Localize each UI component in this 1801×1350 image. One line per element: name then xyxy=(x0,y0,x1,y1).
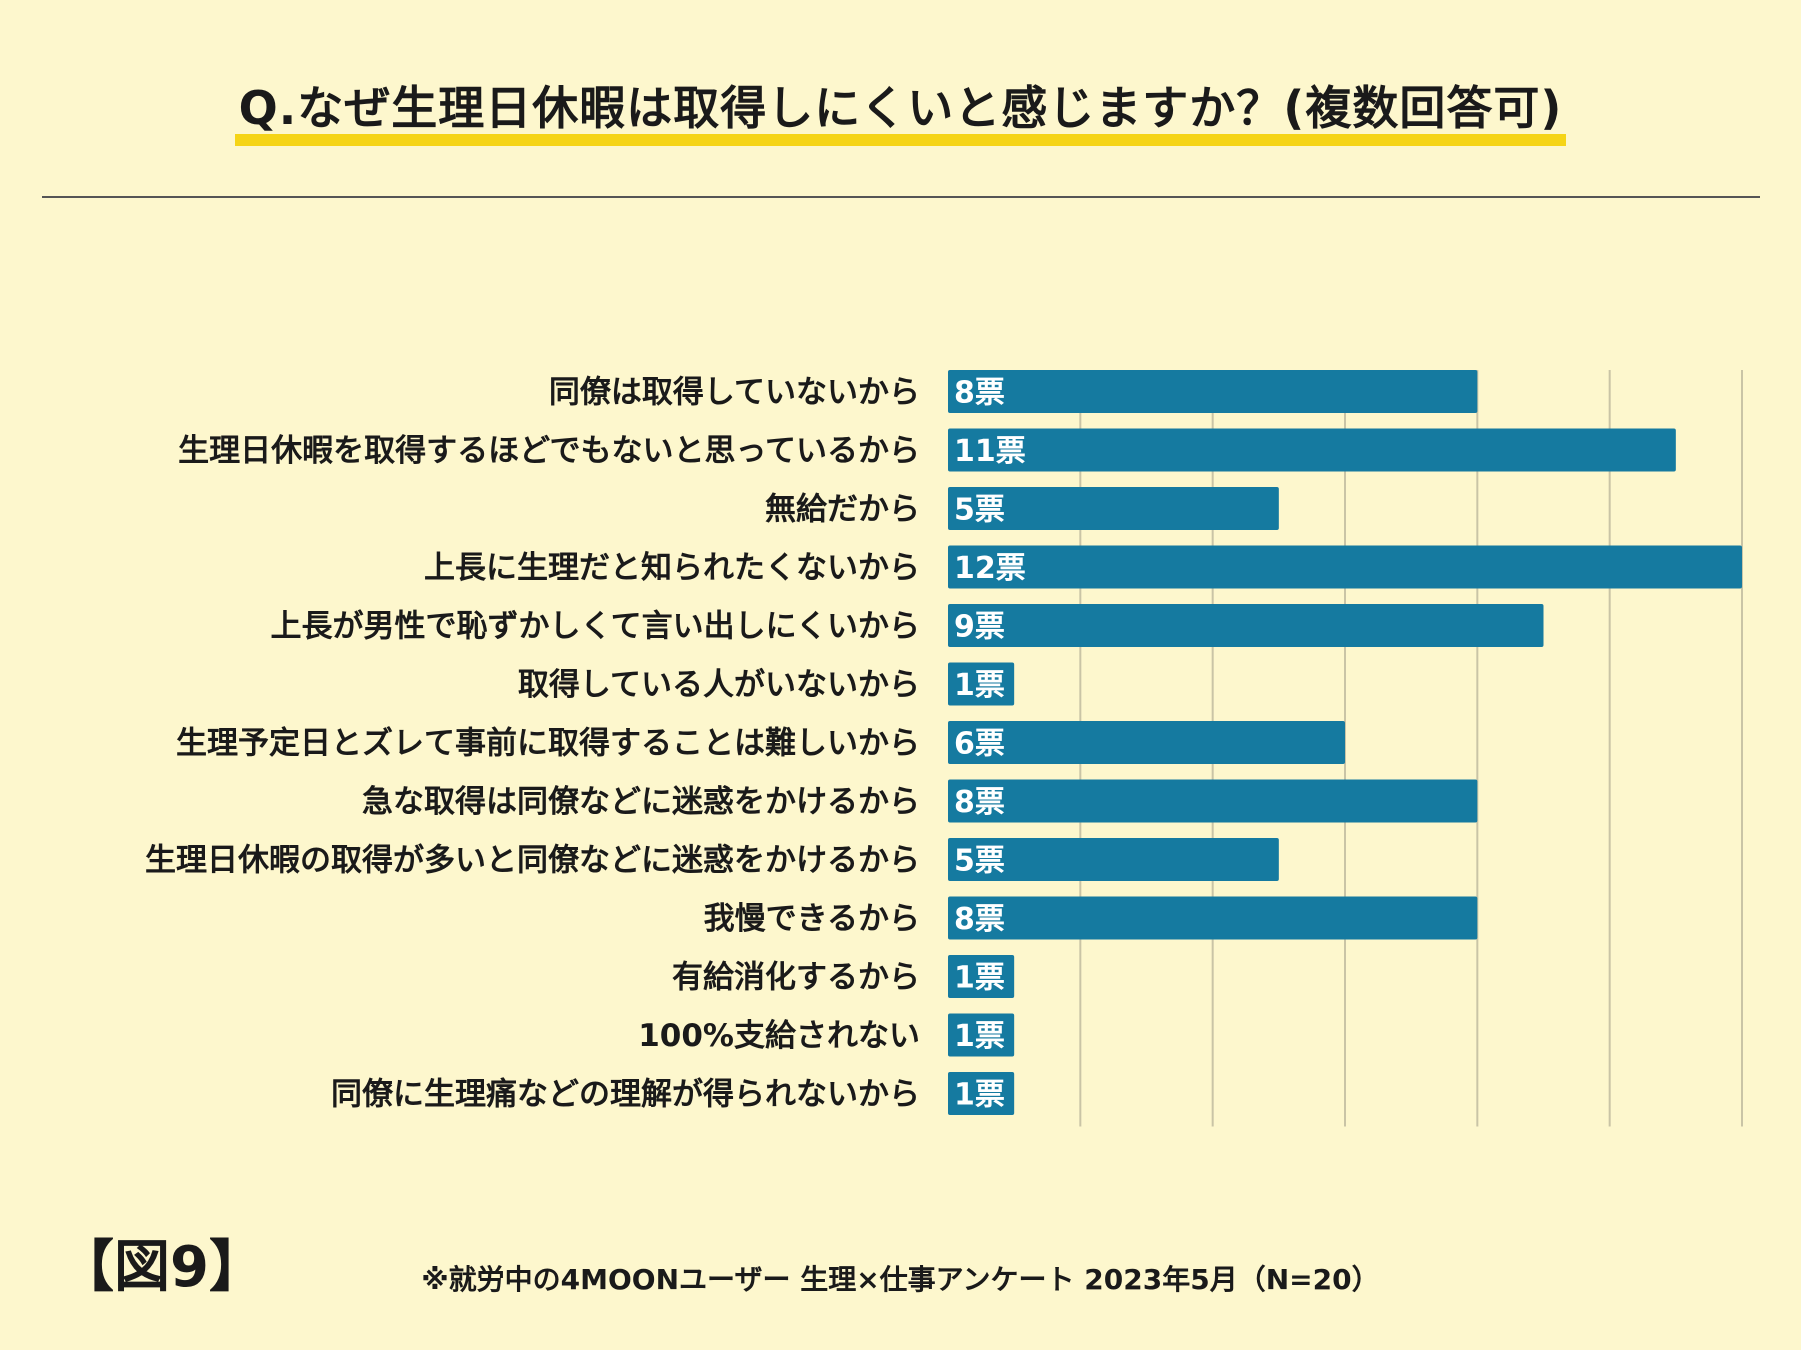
data-label-5: 9票 xyxy=(954,610,1005,645)
category-label-3: 無給だから xyxy=(765,492,920,528)
category-label-8: 急な取得は同僚などに迷惑をかけるから xyxy=(362,784,920,820)
category-label-9: 生理日休暇の取得が多いと同僚などに迷惑をかけるから xyxy=(145,843,920,879)
bar-11 xyxy=(948,955,1015,998)
bar-12 xyxy=(948,1013,1015,1057)
bar-8 xyxy=(948,779,1478,823)
data-label-7: 6票 xyxy=(954,727,1005,762)
category-label-5: 上長が男性で恥ずかしくて言い出しにくいから xyxy=(271,609,920,645)
bar-5 xyxy=(948,604,1544,647)
category-label-7: 生理予定日とズレて事前に取得することは難しいから xyxy=(176,726,920,762)
category-label-2: 生理日休暇を取得するほどでもないと思っているから xyxy=(178,433,920,469)
title-divider xyxy=(42,196,1760,198)
category-label-12: 100%支給されない xyxy=(638,1018,920,1054)
category-label-13: 同僚に生理痛などの理解が得られないから xyxy=(331,1077,920,1113)
data-label-2: 11票 xyxy=(954,434,1026,469)
bar-6 xyxy=(948,662,1015,706)
data-label-6: 1票 xyxy=(954,668,1005,703)
data-label-8: 8票 xyxy=(954,785,1005,820)
data-label-4: 12票 xyxy=(954,551,1026,586)
bar-4 xyxy=(948,545,1742,589)
bar-9 xyxy=(948,838,1279,881)
data-label-12: 1票 xyxy=(954,1019,1005,1054)
category-label-10: 我慢できるから xyxy=(704,901,920,937)
bar-7 xyxy=(948,721,1345,764)
bar-1 xyxy=(948,370,1478,413)
category-label-11: 有給消化するから xyxy=(672,960,920,996)
category-label-1: 同僚は取得していないから xyxy=(549,375,920,411)
data-label-11: 1票 xyxy=(954,961,1005,996)
bar-3 xyxy=(948,487,1279,530)
figure-label: 【図9】 xyxy=(58,1235,265,1300)
data-label-3: 5票 xyxy=(954,493,1005,528)
chart-title-text: Q.なぜ生理日休暇は取得しにくいと感じますか？(複数回答可) xyxy=(238,81,1563,135)
bar-10 xyxy=(948,896,1478,940)
data-label-13: 1票 xyxy=(954,1078,1005,1113)
bar-2 xyxy=(948,428,1676,472)
title-container: Q.なぜ生理日休暇は取得しにくいと感じますか？(複数回答可) xyxy=(0,72,1801,148)
chart-title: Q.なぜ生理日休暇は取得しにくいと感じますか？(複数回答可) xyxy=(234,72,1567,148)
source-footnote: ※就労中の4MOONユーザー 生理×仕事アンケート 2023年5月（N=20） xyxy=(421,1263,1380,1296)
data-label-10: 8票 xyxy=(954,902,1005,937)
bar-13 xyxy=(948,1072,1015,1115)
category-label-6: 取得している人がいないから xyxy=(518,667,920,703)
data-label-1: 8票 xyxy=(954,376,1005,411)
category-label-4: 上長に生理だと知られたくないから xyxy=(424,550,920,586)
data-label-9: 5票 xyxy=(954,844,1005,879)
